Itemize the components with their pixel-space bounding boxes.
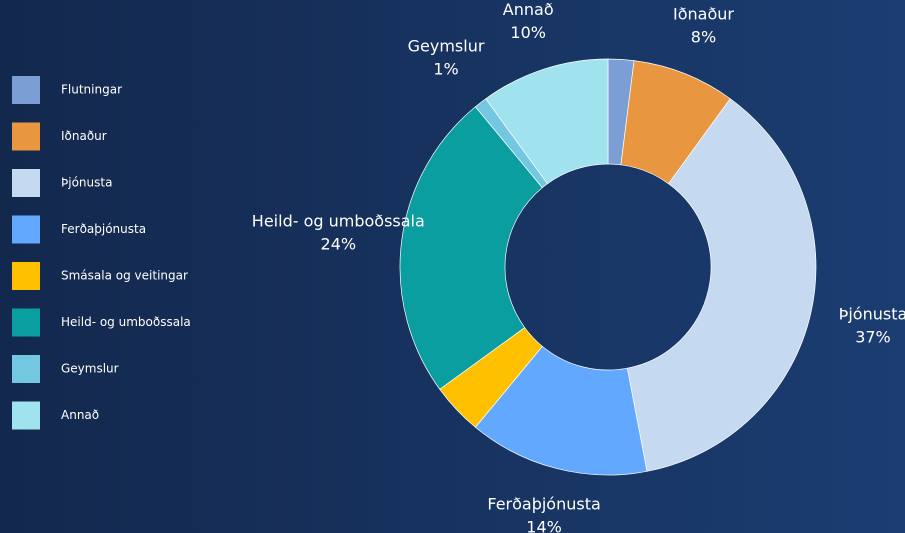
legend-swatch (12, 122, 40, 151)
legend-label: Þjónusta (61, 176, 112, 190)
slice-value: 8% (691, 27, 716, 46)
legend-label: Smásala og veitingar (61, 269, 188, 283)
legend-swatch (12, 262, 40, 290)
slice-label: Geymslur (408, 37, 485, 56)
slice-label: Heild- og umboðssala (252, 211, 425, 230)
slice-value: 10% (510, 23, 546, 42)
slice-value: 14% (526, 517, 562, 533)
slice (399, 106, 543, 390)
slice-label: Iðnaður (673, 4, 734, 23)
legend-swatch (12, 76, 40, 104)
legend-label: Geymslur (61, 362, 119, 376)
slice-value: 24% (321, 234, 357, 253)
slice-label: Annað (503, 0, 554, 19)
legend-swatch (12, 355, 40, 383)
slice (626, 98, 817, 472)
legend-label: Annað (61, 408, 99, 422)
legend-swatch (12, 215, 40, 244)
slice-label: Ferðaþjónusta (487, 494, 600, 513)
slice (474, 345, 648, 476)
legend-label: Iðnaður (61, 129, 107, 143)
slice-value: 37% (855, 328, 891, 347)
legend-label: Flutningar (61, 83, 122, 97)
legend-label: Ferðaþjónusta (61, 222, 146, 236)
slice (485, 58, 609, 185)
legend-swatch (12, 308, 40, 337)
legend-swatch (12, 401, 40, 430)
legend-label: Heild- og umboðssala (61, 315, 191, 329)
slice-value: 1% (433, 60, 458, 79)
legend-swatch (12, 169, 40, 197)
slice-label: Þjónusta (839, 305, 905, 324)
